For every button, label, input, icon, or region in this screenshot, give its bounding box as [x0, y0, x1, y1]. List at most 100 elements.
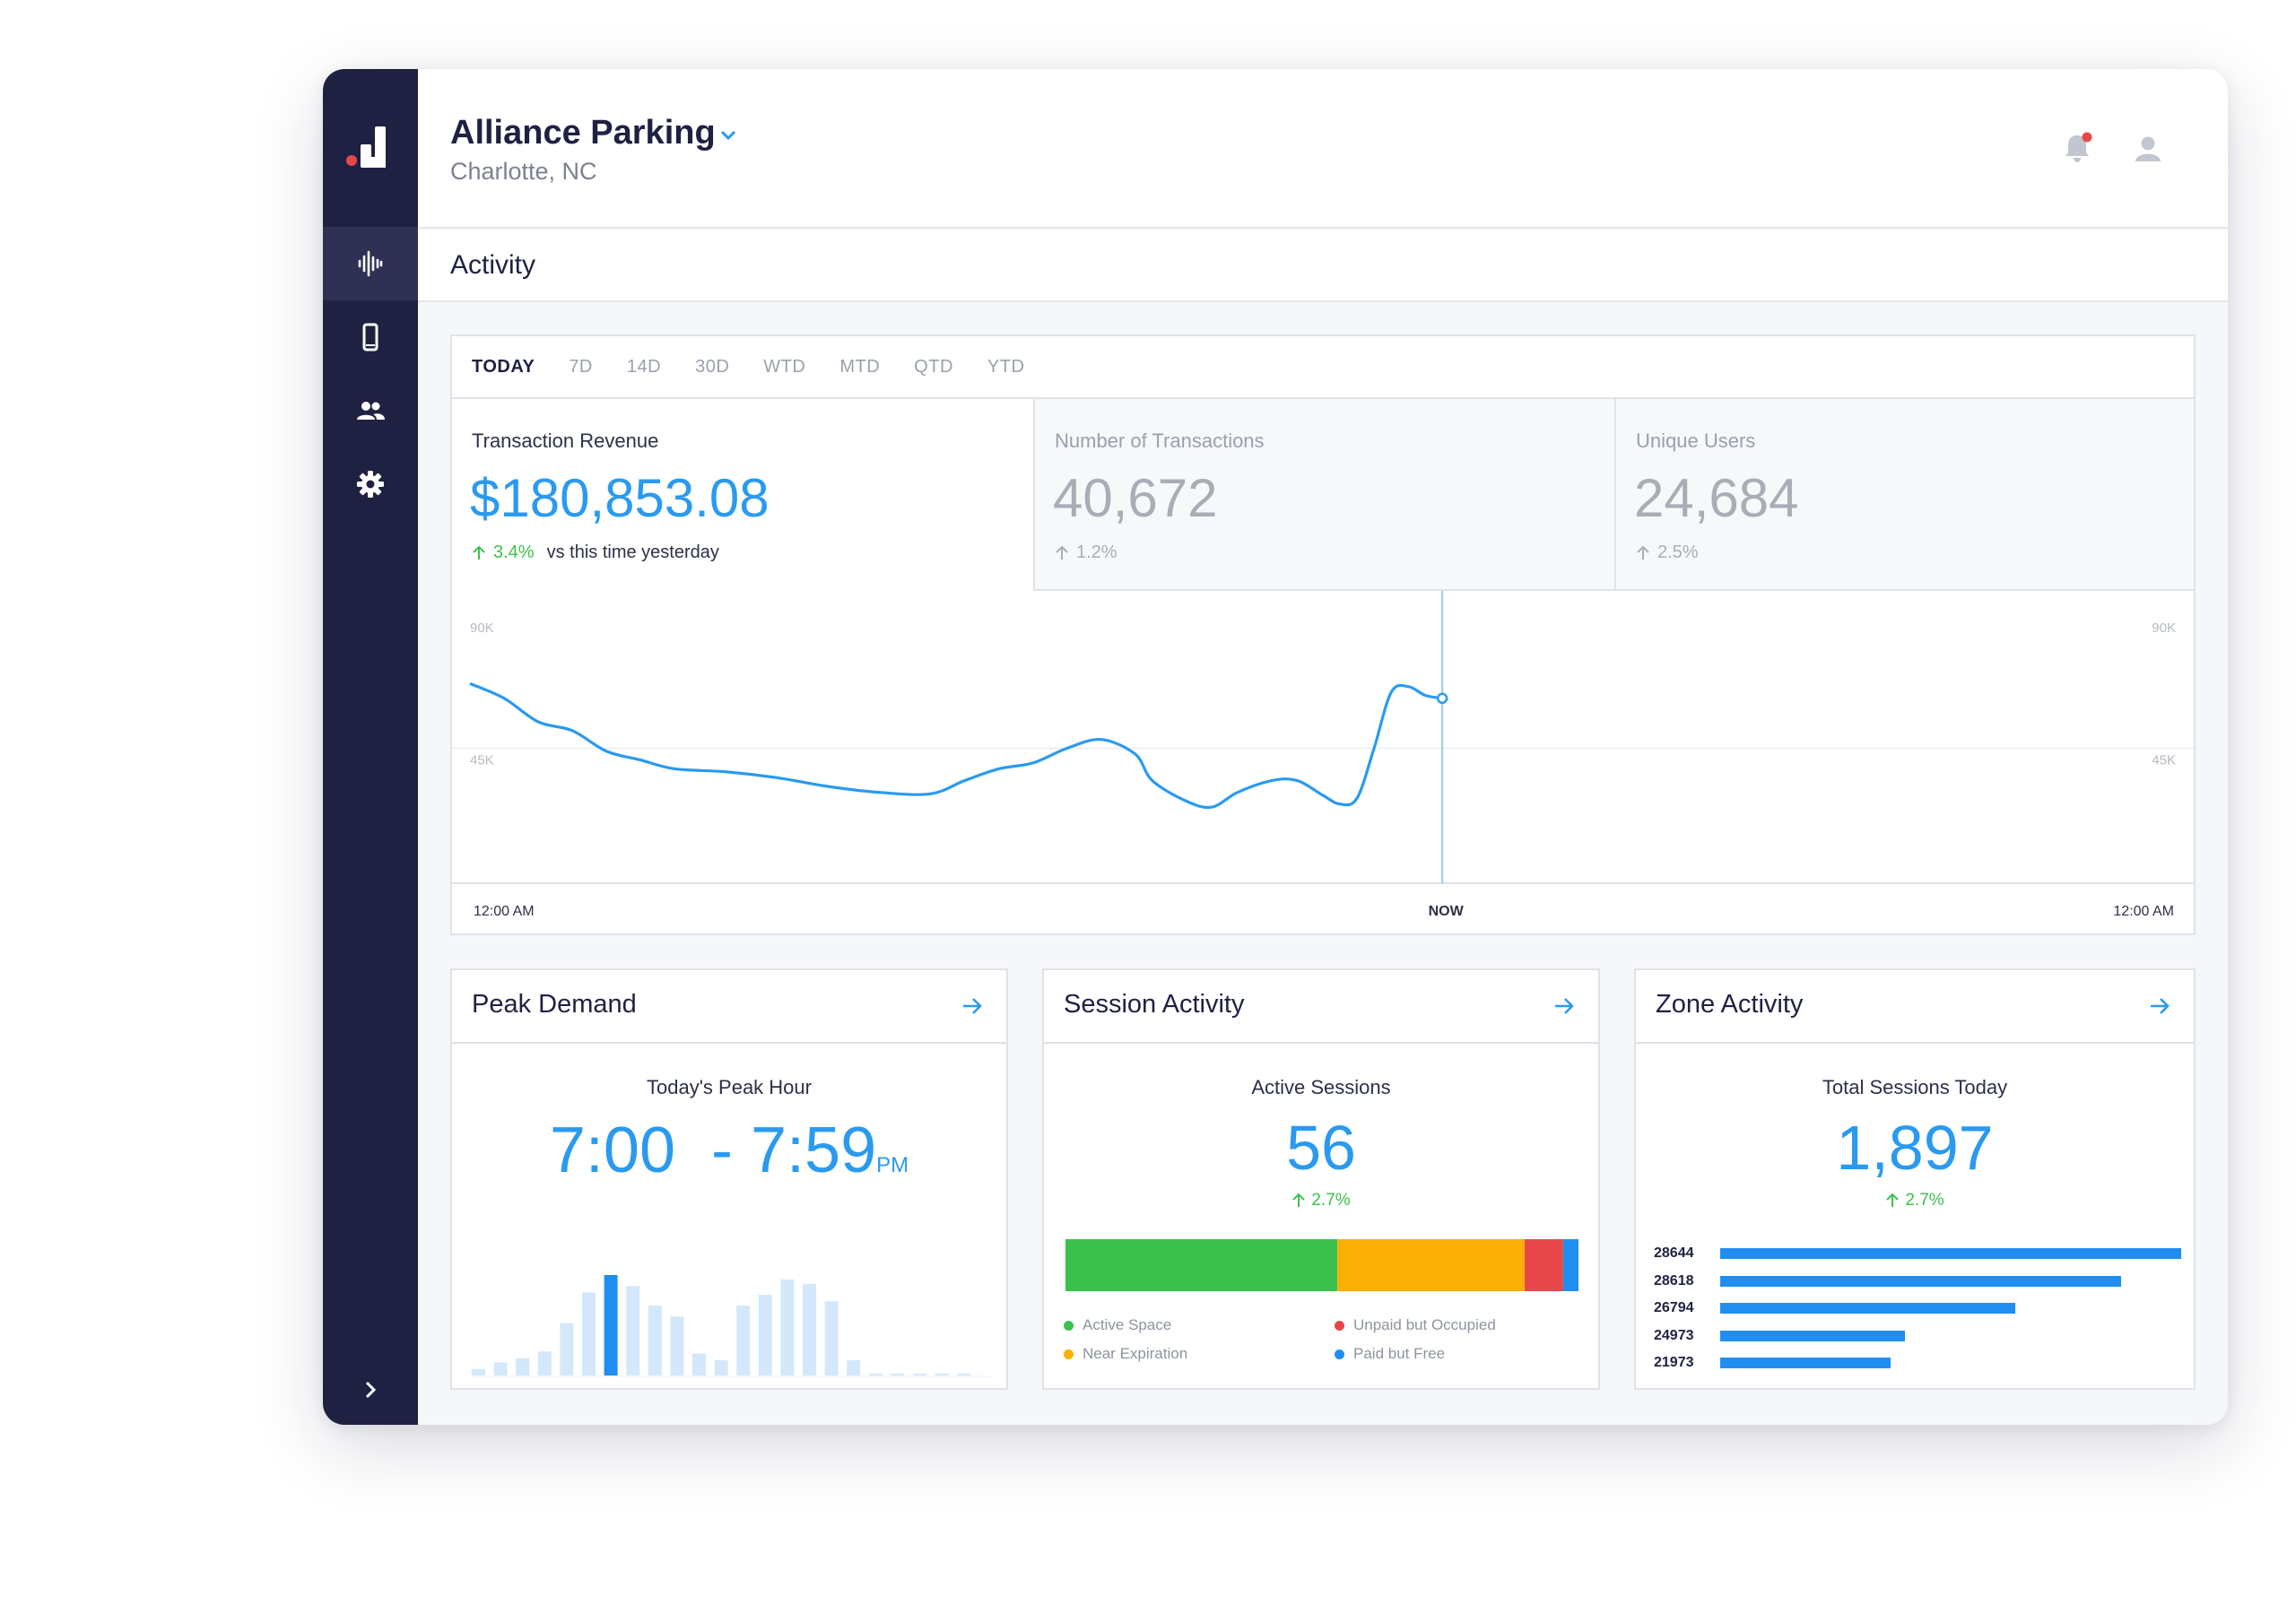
- legend-dot: [1335, 1320, 1344, 1331]
- x-label-start: 12:00 AM: [474, 904, 535, 919]
- revenue-series-line: [469, 681, 1443, 810]
- tab-wtd[interactable]: WTD: [763, 356, 806, 377]
- active-sessions-value: 56: [1286, 1113, 1356, 1183]
- metric-delta: 3.4% vs this time yesterday: [472, 542, 719, 563]
- zone-label: 26794: [1654, 1300, 1694, 1315]
- peak-bar: [648, 1306, 662, 1375]
- metric-delta: 1.2%: [1055, 542, 1118, 563]
- metric-value: 24,684: [1634, 468, 1799, 528]
- arrow-right-icon[interactable]: [1552, 994, 1577, 1019]
- line-chart-svg: 90K 90K 45K 45K 12:00 AM NOW 12:00 AM: [452, 591, 2194, 919]
- y-tick-label-right: 90K: [2152, 620, 2176, 636]
- legend-paid-free: Paid but Free: [1335, 1345, 1445, 1363]
- tab-today[interactable]: TODAY: [472, 356, 535, 377]
- peak-hour-value: 7:00 - 7:59PM: [452, 1114, 1006, 1187]
- sidebar-item-activity[interactable]: [323, 227, 418, 300]
- main-content: Alliance Parking Charlotte, NC Activity …: [418, 69, 2228, 1425]
- peak-bar: [780, 1279, 795, 1375]
- card-subtitle: Active Sessions: [1251, 1076, 1391, 1098]
- card-title: Peak Demand: [472, 990, 637, 1019]
- peak-bar: [516, 1358, 530, 1375]
- zone-bar: [1720, 1303, 2015, 1314]
- tab-qtd[interactable]: QTD: [914, 356, 953, 377]
- total-sessions-value: 1,897: [1836, 1113, 1994, 1183]
- tab-30d[interactable]: 30D: [695, 356, 730, 377]
- metric-value: $180,853.08: [470, 468, 770, 528]
- peak-hour-bar-chart: [472, 1275, 990, 1377]
- org-name[interactable]: Alliance Parking: [450, 114, 716, 152]
- peak-bar: [935, 1374, 949, 1375]
- revenue-line-chart: 90K 90K 45K 45K 12:00 AM NOW 12:00 AM: [452, 591, 2194, 933]
- zone-row[interactable]: 21973: [1654, 1354, 1892, 1372]
- peak-bar: [868, 1374, 883, 1375]
- metric-transaction-revenue[interactable]: Transaction Revenue $180,853.08 3.4% vs …: [452, 399, 1033, 591]
- zone-bar: [1720, 1330, 1905, 1341]
- zone-label: 24973: [1654, 1327, 1694, 1343]
- chevron-down-icon[interactable]: [716, 123, 741, 148]
- peak-bar: [626, 1286, 640, 1375]
- zone-row[interactable]: 24973: [1654, 1327, 1905, 1345]
- peak-demand-card: Peak Demand Today's Peak Hour 7:00 - 7:5…: [450, 968, 1008, 1390]
- delta-value: 2.7%: [1311, 1191, 1351, 1210]
- zone-row[interactable]: 26794: [1654, 1299, 2015, 1317]
- zone-label: 21973: [1654, 1355, 1694, 1370]
- tab-ytd[interactable]: YTD: [987, 356, 1025, 377]
- y-tick-label: 45K: [470, 753, 494, 768]
- session-delta: 2.7%: [1044, 1191, 1598, 1210]
- sidebar-item-mobile[interactable]: [323, 300, 418, 374]
- arrow-up-icon: [1637, 545, 1649, 560]
- arrow-up-icon: [1886, 1193, 1900, 1207]
- sidebar: [323, 69, 418, 1425]
- zone-bar: [1720, 1358, 1892, 1368]
- zone-label: 28618: [1654, 1272, 1694, 1289]
- arrow-right-icon[interactable]: [2147, 994, 2172, 1019]
- segment-paid-but-free: [1562, 1239, 1578, 1291]
- legend-label: Paid but Free: [1353, 1345, 1446, 1362]
- card-header: Peak Demand: [452, 970, 1006, 1044]
- tab-14d[interactable]: 14D: [626, 356, 662, 377]
- delta-value: 2.7%: [1905, 1191, 1944, 1210]
- metric-delta: 2.5%: [1636, 542, 1699, 563]
- delta-value: 1.2%: [1076, 542, 1118, 562]
- card-title: Session Activity: [1064, 990, 1245, 1019]
- sidebar-item-users[interactable]: [323, 374, 418, 447]
- org-location: Charlotte, NC: [450, 158, 597, 185]
- legend-unpaid-occupied: Unpaid but Occupied: [1335, 1316, 1496, 1334]
- delta-value: 2.5%: [1657, 542, 1699, 562]
- peak-bar: [803, 1283, 816, 1375]
- tab-mtd[interactable]: MTD: [839, 356, 881, 377]
- chevron-right-icon: [365, 1381, 377, 1399]
- x-label-now: NOW: [1429, 904, 1465, 919]
- sidebar-expand-button[interactable]: [323, 1367, 418, 1412]
- card-title: Zone Activity: [1656, 990, 1804, 1019]
- metric-number-of-transactions[interactable]: Number of Transactions 40,672 1.2%: [1033, 399, 1614, 591]
- card-header: Zone Activity: [1636, 970, 2194, 1044]
- bell-icon[interactable]: [2059, 130, 2095, 166]
- user-avatar-icon[interactable]: [2131, 132, 2165, 166]
- peak-bar: [692, 1353, 706, 1375]
- mobile-phone-icon: [362, 323, 378, 351]
- arrow-up-icon: [1056, 545, 1068, 560]
- arrow-up-icon: [473, 545, 485, 560]
- peak-ampm: PM: [876, 1153, 909, 1177]
- peak-end: - 7:59: [711, 1115, 877, 1186]
- zone-bar: [1720, 1275, 2122, 1287]
- tab-7d[interactable]: 7D: [569, 356, 593, 377]
- sidebar-item-settings[interactable]: [323, 447, 418, 521]
- zone-row[interactable]: 28644: [1654, 1245, 2181, 1263]
- metric-unique-users[interactable]: Unique Users 24,684 2.5%: [1614, 399, 2194, 591]
- segment-near-expiration: [1337, 1239, 1525, 1291]
- peak-bar: [560, 1323, 574, 1375]
- peak-bar: [714, 1359, 728, 1375]
- activity-card: TODAY 7D 14D 30D WTD MTD QTD YTD Transaction Re…: [450, 334, 2196, 935]
- legend-label: Unpaid but Occupied: [1353, 1316, 1496, 1333]
- peak-bar: [913, 1374, 926, 1375]
- peak-bar: [493, 1362, 508, 1375]
- metric-label: Unique Users: [1636, 430, 1756, 452]
- y-tick-label-right: 45K: [2152, 753, 2176, 768]
- current-point[interactable]: [1436, 692, 1448, 705]
- session-stacked-bar: [1065, 1239, 1578, 1291]
- zone-row[interactable]: 28618: [1654, 1272, 2122, 1290]
- legend-dot: [1064, 1349, 1074, 1359]
- arrow-right-icon[interactable]: [960, 994, 985, 1019]
